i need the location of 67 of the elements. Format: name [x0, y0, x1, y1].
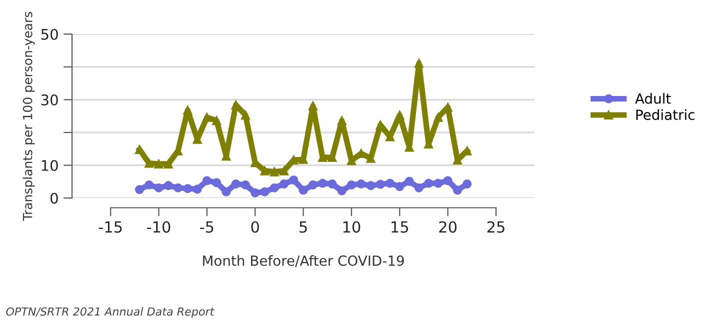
point — [452, 186, 462, 195]
point — [222, 187, 231, 196]
point — [260, 166, 270, 176]
point — [356, 179, 366, 188]
text: OPTN/SRTR 2021 Annual Data Report — [6, 307, 215, 318]
x-tick-label: -5 — [200, 221, 214, 233]
point — [154, 183, 164, 192]
point — [366, 181, 376, 190]
legend-label: Pediatric — [636, 109, 694, 120]
x-tick-label: 5 — [300, 221, 307, 233]
point — [395, 182, 404, 192]
point — [270, 167, 279, 176]
point — [404, 176, 414, 186]
point — [164, 159, 173, 168]
x-tick-label: 25 — [487, 221, 504, 233]
point — [280, 179, 289, 188]
point — [386, 178, 395, 188]
point — [414, 183, 424, 192]
point — [250, 188, 260, 198]
point — [395, 110, 404, 120]
x-tick-label: 0 — [251, 221, 259, 233]
y-tick-label: 50 — [41, 28, 58, 40]
y-tick-label: 30 — [41, 94, 58, 106]
point — [434, 112, 443, 122]
point — [318, 178, 328, 188]
point — [202, 112, 212, 122]
point — [183, 184, 192, 194]
point — [144, 158, 154, 168]
y-axis-title: Transplants per 100 person-years — [22, 12, 35, 221]
x-tick-label: -15 — [98, 221, 122, 233]
point — [212, 116, 222, 126]
point — [308, 180, 318, 190]
point — [280, 166, 289, 176]
point — [337, 116, 346, 126]
point — [212, 178, 222, 188]
y-tick-label: 10 — [42, 160, 58, 171]
x-tick-label: 20 — [439, 221, 457, 233]
point — [260, 187, 270, 196]
legend-label: Adult — [635, 93, 671, 104]
point — [231, 179, 240, 188]
point — [462, 179, 472, 188]
point — [144, 180, 154, 190]
point — [202, 176, 212, 186]
point — [164, 181, 173, 190]
point — [308, 101, 318, 110]
point — [183, 106, 192, 115]
point — [376, 180, 385, 189]
x-tick-label: 10 — [343, 221, 360, 233]
point — [443, 176, 452, 186]
point — [337, 186, 346, 196]
point — [154, 159, 164, 168]
point — [289, 175, 298, 185]
point — [270, 183, 279, 192]
point — [346, 180, 356, 190]
point — [298, 186, 308, 195]
point — [174, 183, 183, 192]
y-tick-label: 0 — [50, 192, 58, 204]
point — [192, 184, 202, 194]
point — [240, 180, 250, 190]
x-axis-title: Month Before/After COVID-19 — [203, 255, 404, 268]
point — [434, 178, 443, 188]
x-tick-label: 15 — [392, 221, 408, 233]
point — [414, 58, 424, 68]
point — [240, 110, 250, 120]
x-tick-label: -10 — [147, 221, 170, 233]
point — [328, 179, 337, 188]
point — [134, 184, 144, 194]
